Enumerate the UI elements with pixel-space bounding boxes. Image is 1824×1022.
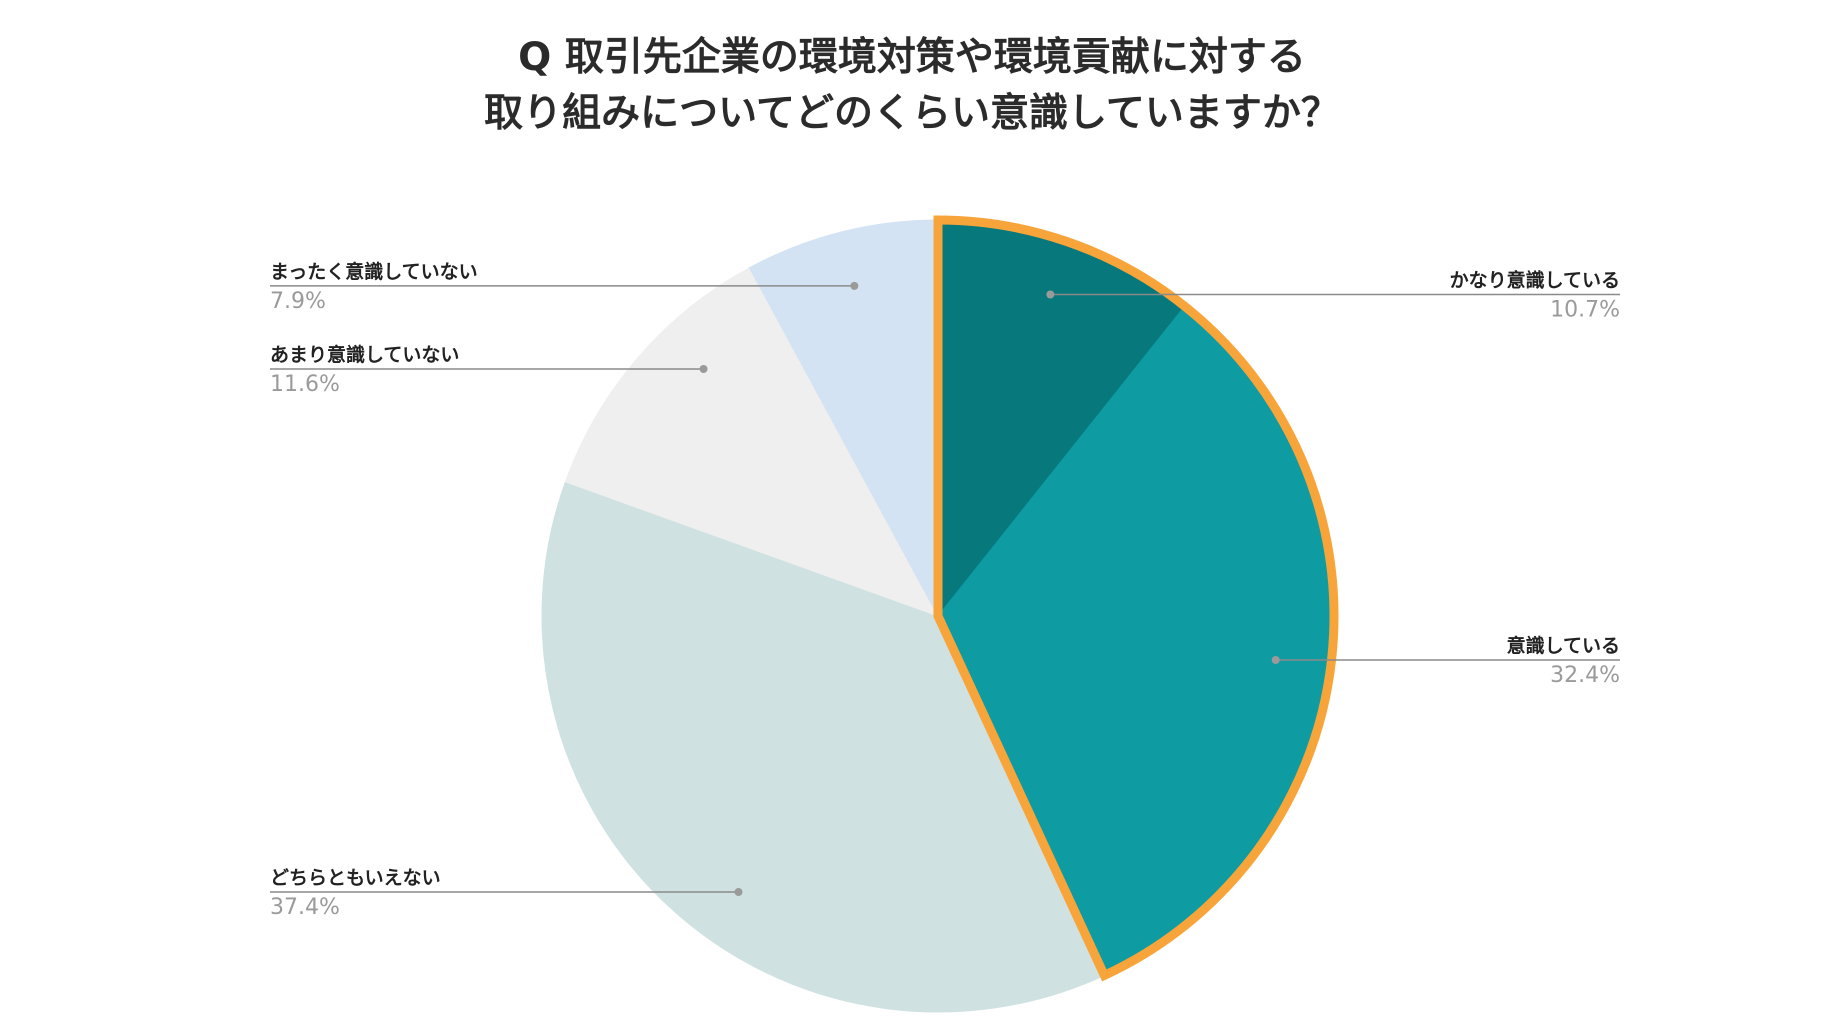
callout-dot <box>850 281 859 290</box>
chart-title-line-2: 取り組みについてどのくらい意識していますか？ <box>484 91 1340 136</box>
slice-value-label: 7.9% <box>270 289 326 314</box>
slice-label: かなり意識している <box>1450 269 1620 292</box>
callout-dot <box>734 888 743 896</box>
callout-dot <box>1271 656 1280 664</box>
slice-value-label: 37.4% <box>270 895 340 920</box>
slice-value-label: 11.6% <box>270 372 340 397</box>
pie-slice <box>748 219 939 617</box>
slice-value-label: 10.7% <box>1550 298 1620 323</box>
callout-dot <box>699 365 708 373</box>
callout-dot <box>1046 290 1055 299</box>
slice-value-label: 32.4% <box>1550 663 1620 688</box>
pie-slice <box>541 481 1106 1013</box>
chart-title-line-1: Q 取引先企業の環境対策や環境貢献に対する <box>518 35 1306 80</box>
highlight-outline <box>933 215 1339 982</box>
chart-title: Q 取引先企業の環境対策や環境貢献に対する 取り組みについてどのくらい意識してい… <box>0 30 1824 142</box>
slice-label: 意識している <box>1507 634 1620 657</box>
pie-slice <box>564 267 940 617</box>
slice-label: どちらともいえない <box>270 867 441 889</box>
slice-label: あまり意識していない <box>270 343 459 366</box>
slice-label: まったく意識していない <box>270 260 478 283</box>
